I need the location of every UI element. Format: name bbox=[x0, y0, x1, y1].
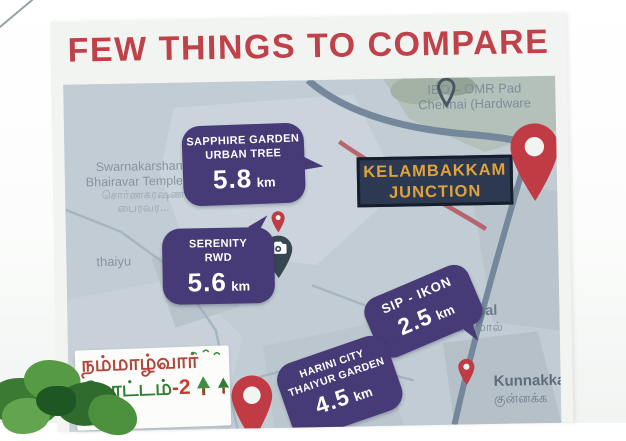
junction-line: KELAMBAKKAM bbox=[363, 160, 507, 182]
bubble-distance: 5.6 km bbox=[163, 266, 276, 299]
bubble-sapphire-garden: SAPPHIRE GARDEN URBAN TREE 5.8 km bbox=[181, 122, 325, 207]
power-line bbox=[0, 0, 41, 33]
distance-value: 5.6 bbox=[187, 266, 228, 298]
map-pin-outline-icon bbox=[437, 77, 456, 108]
bubble-tail bbox=[297, 154, 325, 174]
distance-value: 5.8 bbox=[212, 162, 253, 195]
bubble-distance: 5.8 km bbox=[183, 161, 306, 196]
map-label-ibo-omr: IBO – OMR Pad Chennai (Hardware bbox=[393, 80, 556, 114]
nammalvar-thottam-sign: நம்மாழ்வார் தோட்டம்-2 bbox=[74, 345, 232, 431]
tree-icon bbox=[197, 376, 211, 396]
map-pin-icon bbox=[510, 123, 559, 201]
distance-unit: km bbox=[231, 277, 251, 294]
bubble-line: RWD bbox=[204, 252, 233, 265]
junction-line: JUNCTION bbox=[388, 182, 482, 203]
map-pin-icon bbox=[458, 358, 475, 385]
sign-line: தோட்டம்-2 bbox=[82, 375, 230, 406]
birds-icon bbox=[190, 349, 221, 356]
distance-unit: km bbox=[256, 173, 276, 190]
map-label-thaiyur: thaiyu bbox=[96, 253, 132, 270]
map-label-line: Chennai (Hardware bbox=[418, 95, 532, 113]
map-label-tamil: குன்னக்க bbox=[493, 389, 548, 406]
kelambakkam-junction-sign: KELAMBAKKAM JUNCTION bbox=[356, 154, 514, 208]
bubble-serenity-rwd: SERENITY RWD 5.6 km bbox=[161, 210, 276, 305]
distance-unit: km bbox=[351, 384, 375, 405]
tree-icon bbox=[218, 377, 230, 394]
leaf-blob bbox=[36, 386, 76, 416]
map-pin-icon bbox=[231, 375, 273, 432]
map-label-kunnakka: Kunnakka குன்னக்க bbox=[494, 372, 562, 406]
billboard-title: FEW THINGS TO COMPARE bbox=[67, 22, 550, 70]
tree-foliage bbox=[0, 353, 145, 441]
map-pin-icon bbox=[271, 211, 285, 233]
sign-suffix: -2 bbox=[171, 375, 191, 400]
distance-unit: km bbox=[433, 301, 457, 323]
map-label-line: Kunnakka bbox=[493, 371, 562, 390]
